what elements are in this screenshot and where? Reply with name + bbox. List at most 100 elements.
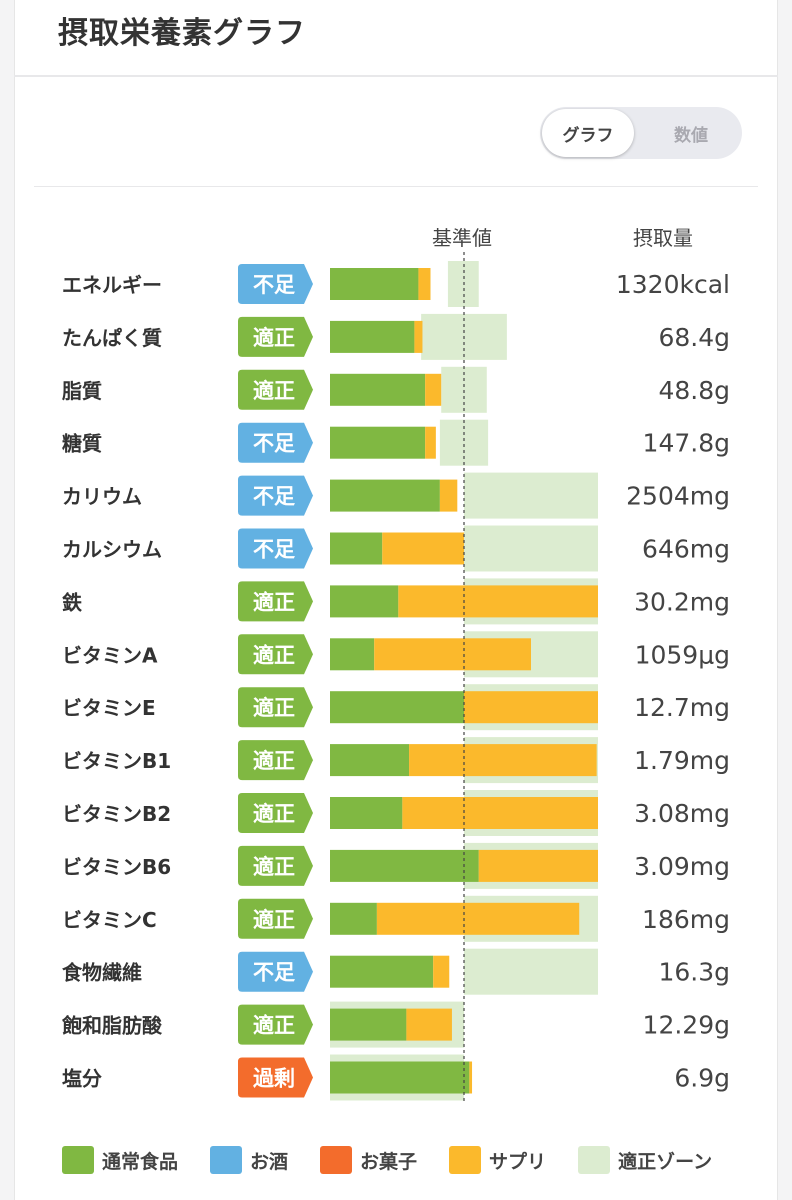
status-badge-0 — [238, 264, 313, 304]
nutrient-label-7: ビタミンA — [62, 643, 158, 667]
nutrient-label-12: ビタミンC — [62, 908, 157, 932]
nutrient-label-0: エネルギー — [62, 273, 162, 297]
food-bar-0 — [330, 268, 419, 300]
status-badge-11 — [238, 845, 313, 886]
supplement-bar-13 — [433, 955, 450, 988]
status-badge-10 — [238, 793, 313, 833]
intake-value-4: 2504mg — [626, 482, 730, 511]
status-badge-label-3: 不足 — [253, 432, 295, 456]
status-badge-label-15: 過剰 — [253, 1067, 295, 1091]
legend-item-snack: お菓子 — [320, 1146, 417, 1174]
food-bar-3 — [330, 426, 426, 459]
food-bar-4 — [330, 479, 440, 512]
food-bar-1 — [330, 320, 415, 353]
status-badge-label-11: 適正 — [253, 855, 295, 879]
intake-value-3: 147.8g — [643, 429, 730, 458]
status-badge-13 — [238, 951, 313, 992]
page-title: 摂取栄養素グラフ — [58, 16, 306, 51]
nutrient-label-14: 飽和脂肪酸 — [62, 1014, 163, 1038]
nutrient-label-11: ビタミンB6 — [62, 855, 171, 879]
intake-value-11: 3.09mg — [634, 852, 730, 881]
food-bar-5 — [330, 532, 383, 565]
reference-column-header: 基準値 — [432, 226, 492, 250]
supplement-bar-4 — [439, 479, 458, 512]
food-bar-10 — [330, 797, 403, 829]
food-bar-12 — [330, 902, 377, 935]
legend-swatch-zone — [578, 1146, 611, 1174]
food-bar-15 — [330, 1061, 470, 1094]
supplement-bar-9 — [409, 744, 597, 777]
food-bar-6 — [330, 585, 399, 618]
status-badge-label-0: 不足 — [253, 273, 295, 297]
food-bar-13 — [330, 955, 434, 988]
supplement-bar-0 — [418, 268, 431, 300]
food-bar-8 — [330, 691, 464, 724]
intake-value-6: 30.2mg — [634, 587, 730, 616]
legend-label-snack: お菓子 — [360, 1150, 418, 1173]
status-badge-label-7: 適正 — [253, 643, 295, 667]
nutrient-label-6: 鉄 — [62, 590, 82, 614]
status-badge-label-6: 適正 — [253, 590, 295, 614]
status-badge-label-10: 適正 — [253, 802, 295, 826]
status-badge-label-1: 適正 — [253, 326, 295, 350]
supplement-bar-15 — [469, 1061, 473, 1094]
nutrient-label-1: たんぱく質 — [62, 326, 162, 350]
status-badge-5 — [238, 528, 313, 569]
intake-column-header: 摂取量 — [633, 226, 693, 250]
supplement-bar-1 — [414, 320, 423, 353]
supplement-bar-3 — [425, 426, 436, 459]
legend-item-alcohol: お酒 — [210, 1146, 288, 1174]
intake-value-15: 6.9g — [674, 1064, 730, 1093]
food-bar-2 — [330, 373, 426, 406]
food-bar-9 — [330, 744, 410, 777]
legend-label-alcohol: お酒 — [250, 1150, 289, 1173]
intake-value-13: 16.3g — [658, 958, 730, 987]
status-badge-1 — [238, 316, 313, 357]
section-divider — [34, 186, 758, 187]
status-badge-2 — [238, 369, 313, 410]
legend: 通常食品 お酒 お菓子 サプリ 適正ゾーン — [62, 1143, 712, 1177]
numeric-tab[interactable]: 数値 — [674, 125, 708, 146]
nutrient-label-10: ビタミンB2 — [62, 802, 171, 826]
legend-item-food: 通常食品 — [62, 1146, 178, 1174]
intake-value-5: 646mg — [642, 535, 730, 564]
graph-tab[interactable]: グラフ — [542, 109, 634, 157]
intake-value-7: 1059μg — [635, 640, 730, 669]
status-badge-label-8: 適正 — [253, 696, 295, 720]
zone-bar-5 — [464, 525, 598, 572]
supplement-bar-7 — [374, 638, 531, 671]
food-bar-11 — [330, 849, 479, 882]
intake-value-8: 12.7mg — [634, 693, 730, 722]
legend-item-supplement: サプリ — [449, 1146, 546, 1174]
legend-label-zone: 適正ゾーン — [618, 1150, 713, 1173]
status-badge-label-4: 不足 — [253, 485, 295, 509]
nutrient-label-3: 糖質 — [62, 432, 102, 456]
status-badge-label-12: 適正 — [253, 908, 295, 932]
status-badge-12 — [238, 898, 313, 939]
intake-value-2: 48.8g — [658, 376, 730, 405]
nutrient-label-8: ビタミンE — [62, 696, 156, 720]
intake-value-9: 1.79mg — [634, 746, 730, 775]
status-badge-14 — [238, 1004, 313, 1045]
zone-bar-4 — [464, 472, 598, 519]
legend-swatch-alcohol — [210, 1146, 243, 1174]
legend-label-food: 通常食品 — [102, 1150, 179, 1173]
legend-swatch-snack — [320, 1146, 353, 1174]
status-badge-15 — [238, 1057, 313, 1098]
supplement-bar-12 — [376, 902, 580, 935]
nutrient-label-15: 塩分 — [62, 1067, 102, 1091]
status-badge-6 — [238, 581, 313, 622]
intake-value-12: 186mg — [642, 905, 730, 934]
intake-value-1: 68.4g — [658, 323, 730, 352]
intake-value-10: 3.08mg — [634, 799, 730, 828]
intake-value-14: 12.29g — [643, 1011, 730, 1040]
intake-value-0: 1320kcal — [616, 270, 730, 299]
status-badge-9 — [238, 740, 313, 781]
legend-label-supplement: サプリ — [489, 1150, 547, 1173]
zone-bar-0 — [447, 261, 479, 307]
nutrient-label-9: ビタミンB1 — [62, 749, 171, 773]
view-toggle[interactable]: グラフ 数値 — [540, 107, 742, 159]
nutrient-label-2: 脂質 — [62, 379, 102, 403]
supplement-bar-14 — [406, 1008, 452, 1041]
